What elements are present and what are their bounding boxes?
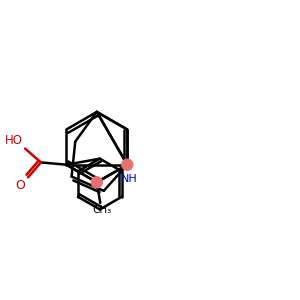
Text: HO: HO: [5, 134, 23, 147]
Text: O: O: [15, 179, 25, 192]
Circle shape: [91, 177, 102, 188]
Text: CH₃: CH₃: [92, 206, 111, 215]
Text: NH: NH: [121, 174, 138, 184]
Circle shape: [122, 159, 133, 170]
